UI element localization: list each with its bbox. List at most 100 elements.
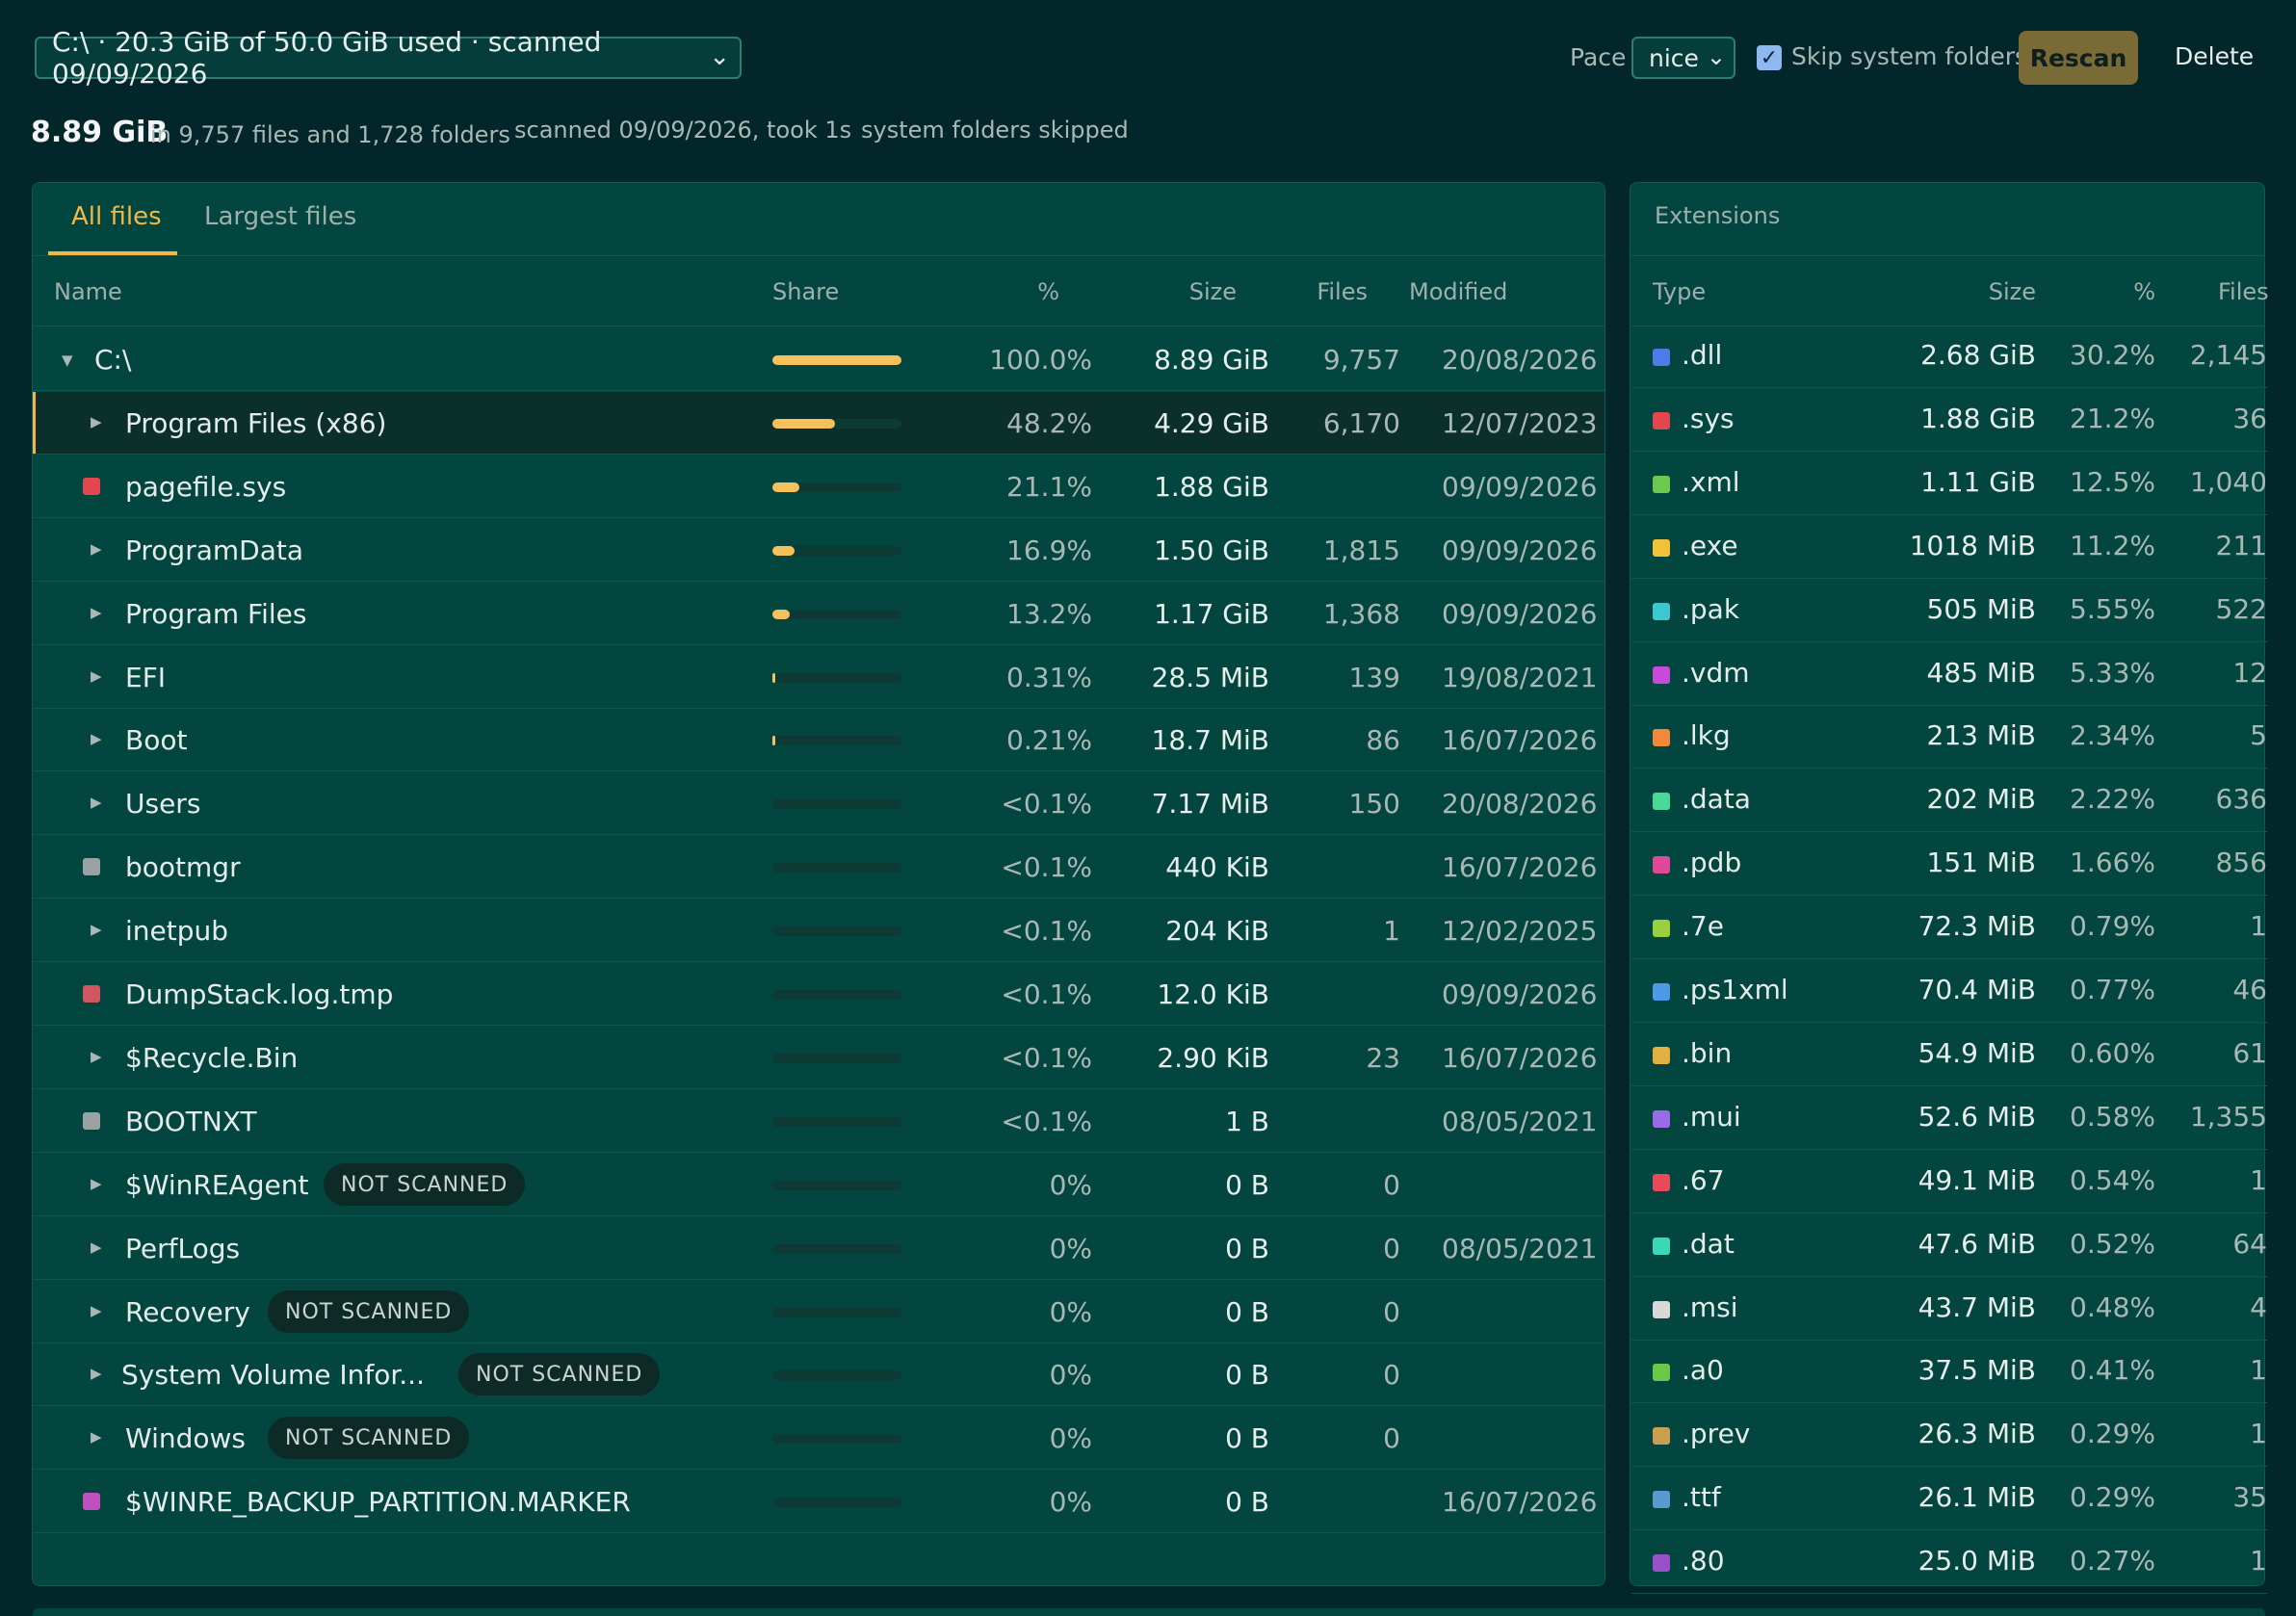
caret-right-icon[interactable]: ▶ [91,1428,102,1446]
extension-color-swatch [1653,1047,1670,1064]
extension-row[interactable]: .7e 72.3 MiB 0.79% 1 [1631,897,2267,959]
extension-size: 485 MiB [1926,657,2037,689]
table-row[interactable]: ▶ ProgramData 16.9% 1.50 GiB 1,815 09/09/2026 [33,519,1605,582]
extension-type: .vdm [1682,657,1750,689]
share-bar [772,799,901,809]
col-header-pct[interactable]: % [1037,278,1059,305]
row-divider [1631,514,2267,515]
table-row[interactable]: DumpStack.log.tmp <0.1% 12.0 KiB 09/09/2026 [33,963,1605,1026]
share-bar [772,1434,901,1444]
table-row[interactable]: bootmgr <0.1% 440 KiB 16/07/2026 [33,836,1605,899]
row-divider [33,1532,1605,1533]
caret-right-icon[interactable]: ▶ [91,730,102,747]
extension-type: .67 [1682,1164,1725,1196]
caret-right-icon[interactable]: ▶ [91,604,102,621]
extension-row[interactable]: .67 49.1 MiB 0.54% 1 [1631,1151,2267,1213]
extension-row[interactable]: .dll 2.68 GiB 30.2% 2,145 [1631,326,2267,388]
extension-row[interactable]: .pak 505 MiB 5.55% 522 [1631,580,2267,642]
caret-right-icon[interactable]: ▶ [91,540,102,558]
share-bar-fill [772,482,799,492]
caret-right-icon[interactable]: ▶ [91,667,102,685]
row-divider [33,708,1605,709]
table-row[interactable]: ▶ Windows NOT SCANNED 0% 0 B 0 [33,1407,1605,1470]
extension-color-swatch [1653,666,1670,684]
extension-size: 70.4 MiB [1918,974,2036,1005]
extension-row[interactable]: .lkg 213 MiB 2.34% 5 [1631,706,2267,769]
extension-color-swatch [1653,1427,1670,1445]
caret-down-icon[interactable]: ▼ [62,352,73,369]
extension-row[interactable]: .pdb 151 MiB 1.66% 856 [1631,833,2267,896]
row-modified: 20/08/2026 [1442,344,1598,376]
table-row[interactable]: ▶ $WinREAgent NOT SCANNED 0% 0 B 0 [33,1154,1605,1216]
caret-right-icon[interactable]: ▶ [91,413,102,430]
extension-row[interactable]: .a0 37.5 MiB 0.41% 1 [1631,1341,2267,1403]
col-header-name[interactable]: Name [54,278,122,305]
row-percent: <0.1% [1001,1106,1092,1137]
col-header-files[interactable]: Files [1317,278,1368,305]
table-row[interactable]: ▶ Users <0.1% 7.17 MiB 150 20/08/2026 [33,772,1605,835]
file-color-swatch [83,1112,100,1130]
tab-largest-files[interactable]: Largest files [204,202,357,231]
delete-button[interactable]: Delete [2175,42,2255,70]
caret-right-icon[interactable]: ▶ [91,921,102,938]
extension-row[interactable]: .vdm 485 MiB 5.33% 12 [1631,643,2267,706]
table-row[interactable]: BOOTNXT <0.1% 1 B 08/05/2021 [33,1090,1605,1153]
table-row[interactable]: ▶ Program Files (x86) 48.2% 4.29 GiB 6,170 12… [33,392,1605,455]
extension-size: 1.88 GiB [1920,403,2036,434]
table-row[interactable]: $WINRE_BACKUP_PARTITION.MARKER 0% 0 B 16/07… [33,1471,1605,1533]
extension-row[interactable]: .bin 54.9 MiB 0.60% 61 [1631,1024,2267,1086]
rescan-button[interactable]: Rescan [2019,31,2138,85]
extension-color-swatch [1653,1301,1670,1318]
ext-col-header-pct[interactable]: % [2133,278,2155,305]
caret-right-icon[interactable]: ▶ [91,1238,102,1256]
extension-row[interactable]: .data 202 MiB 2.22% 636 [1631,769,2267,832]
row-divider [33,581,1605,582]
table-row[interactable]: ▶ Recovery NOT SCANNED 0% 0 B 0 [33,1281,1605,1343]
tab-all-files[interactable]: All files [71,202,162,231]
pace-select[interactable]: nice ⌄ [1631,37,1735,79]
row-divider [33,1469,1605,1470]
extension-row[interactable]: .ps1xml 70.4 MiB 0.77% 46 [1631,960,2267,1023]
table-row[interactable]: ▶ PerfLogs 0% 0 B 0 08/05/2021 [33,1217,1605,1280]
col-header-modified[interactable]: Modified [1409,278,1508,305]
file-color-swatch [83,1493,100,1510]
caret-right-icon[interactable]: ▶ [91,794,102,811]
caret-right-icon[interactable]: ▶ [91,1302,102,1319]
col-header-size[interactable]: Size [1188,278,1237,305]
table-row[interactable]: ▼ C:\ 100.0% 8.89 GiB 9,757 20/08/2026 [33,328,1605,391]
caret-right-icon[interactable]: ▶ [91,1365,102,1382]
caret-right-icon[interactable]: ▶ [91,1048,102,1065]
table-row[interactable]: ▶ EFI 0.31% 28.5 MiB 139 19/08/2021 [33,646,1605,709]
extension-row[interactable]: .mui 52.6 MiB 0.58% 1,355 [1631,1087,2267,1150]
extension-row[interactable]: .prev 26.3 MiB 0.29% 1 [1631,1404,2267,1467]
share-bar-fill [772,610,790,619]
skip-system-folders-checkbox[interactable]: ✓ [1757,45,1782,70]
col-header-share[interactable]: Share [772,278,840,305]
extension-file-count: 856 [2215,847,2267,878]
ext-col-header-files[interactable]: Files [2218,278,2269,305]
row-percent: 0% [1049,1296,1092,1328]
extension-row[interactable]: .ttf 26.1 MiB 0.29% 35 [1631,1468,2267,1530]
table-row[interactable]: ▶ System Volume Infor... NOT SCANNED 0% 0 B 0 [33,1343,1605,1406]
extension-row[interactable]: .80 25.0 MiB 0.27% 1 [1631,1531,2267,1594]
extension-row[interactable]: .xml 1.11 GiB 12.5% 1,040 [1631,453,2267,515]
extension-row[interactable]: .exe 1018 MiB 11.2% 211 [1631,516,2267,579]
extensions-panel [1630,182,2265,1586]
table-row[interactable]: ▶ $Recycle.Bin <0.1% 2.90 KiB 23 16/07/2026 [33,1027,1605,1089]
extension-row[interactable]: .sys 1.88 GiB 21.2% 36 [1631,389,2267,452]
extension-row[interactable]: .msi 43.7 MiB 0.48% 4 [1631,1278,2267,1341]
extension-row[interactable]: .dat 47.6 MiB 0.52% 64 [1631,1214,2267,1277]
caret-right-icon[interactable]: ▶ [91,1175,102,1192]
row-file-count: 0 [1383,1233,1400,1264]
table-row[interactable]: ▶ Boot 0.21% 18.7 MiB 86 16/07/2026 [33,709,1605,771]
table-row[interactable]: pagefile.sys 21.1% 1.88 GiB 09/09/2026 [33,456,1605,518]
skip-system-folders-label[interactable]: Skip system folders [1791,42,2028,70]
table-row[interactable]: ▶ inetpub <0.1% 204 KiB 1 12/02/2025 [33,899,1605,962]
ext-col-header-type[interactable]: Type [1653,278,1707,305]
share-bar [772,546,901,556]
row-size: 1.88 GiB [1154,471,1269,503]
ext-col-header-size[interactable]: Size [1988,278,2036,305]
table-row[interactable]: ▶ Program Files 13.2% 1.17 GiB 1,368 09/09/20… [33,583,1605,645]
drive-select[interactable]: C:\ · 20.3 GiB of 50.0 GiB used · scanne… [35,26,742,90]
extension-percent: 0.27% [2070,1545,2155,1577]
